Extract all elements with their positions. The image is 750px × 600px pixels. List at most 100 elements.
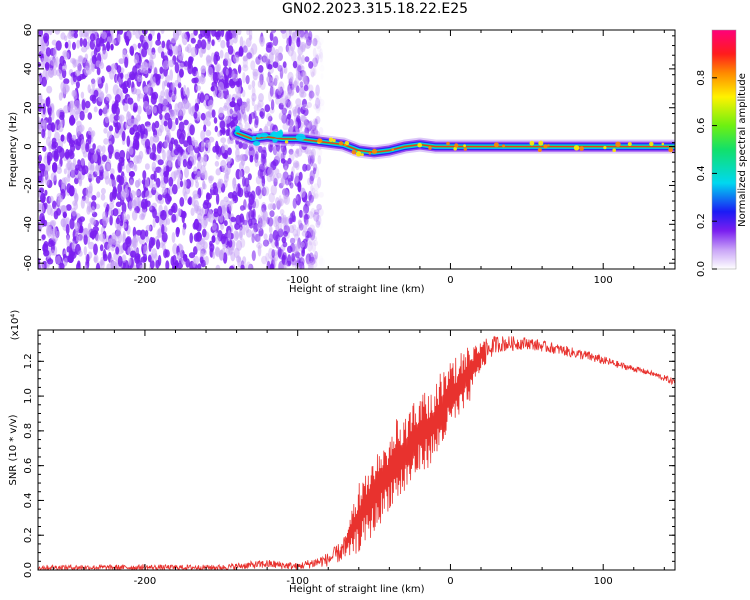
spectrogram-noise-blob [91,78,96,90]
spectrogram-noise-blob [195,70,199,79]
ridge-hotspot [579,146,584,151]
spectrogram-noise-blob [182,151,189,159]
spectrogram-noise-blob [41,120,46,127]
spectrogram-noise-blob [95,60,102,68]
spectrogram-noise-blob [55,40,62,51]
spectrogram-noise-blob [233,230,239,242]
spectrogram-noise-blob [122,86,129,94]
spectrogram-noise-blob [126,214,130,221]
spectrogram-noise-blob [229,101,236,108]
spectrogram-noise-blob [310,149,315,160]
spectrogram-noise-blob [251,229,257,238]
spectrogram-noise-blob [177,208,182,217]
spectrogram-noise-blob [242,64,249,72]
spectrogram-noise-blob [272,203,276,211]
spectrogram-noise-blob [296,37,301,48]
spectrogram-noise-blob [243,114,247,124]
spectrogram-noise-blob [42,103,46,115]
spectrogram-noise-blob [187,136,192,143]
snr-y-tick-label: 0.6 [23,458,34,474]
spectrogram-noise-blob [228,32,233,40]
spectrogram-noise-blob [120,190,127,201]
spectrogram-noise-blob [145,224,152,232]
spectrogram-noise-blob [83,227,89,236]
spectrogram-noise-blob [133,164,138,172]
spectrogram-noise-blob [278,195,282,207]
spectrogram-noise-blob [278,112,284,120]
spectrogram-noise-blob [253,110,257,119]
spectrogram-noise-blob [264,104,271,113]
spectrogram-noise-blob [254,119,259,129]
spectrogram-noise-blob [317,176,322,189]
spectrogram-noise-blob [214,125,218,133]
spectrogram-frame [37,29,676,270]
spectrogram-noise-blob [165,260,170,269]
spectrogram-noise-blob [302,98,307,108]
spectrogram-noise-blob [151,92,156,100]
spectrogram-noise-blob [46,56,52,63]
spectrogram-noise-blob [97,164,104,171]
spectrogram-noise-blob [269,144,273,153]
spectrogram-noise-blob [110,168,115,176]
spectrogram-noise-blob [288,30,293,36]
spectrogram-noise-blob [308,30,313,41]
spectrogram-noise-blob [93,254,99,264]
spectrogram-noise-blob [144,163,150,170]
spectrogram-noise-blob [145,125,152,132]
spectrogram-noise-blob [230,216,236,223]
spectrogram-noise-blob [261,187,267,197]
spectrogram-noise-blob [52,162,58,173]
spectrogram-noise-blob [206,41,211,51]
spectrogram-noise-blob [160,51,165,59]
spectrogram-noise-blob [214,246,220,256]
spectrogram-noise-blob [292,109,297,117]
spectrogram-noise-blob [217,131,221,138]
spectrogram-noise-blob [170,256,175,266]
ridge-hotspot [612,148,616,152]
spectrogram-noise-blob [283,224,290,235]
spectrogram-noise-blob [310,148,316,158]
spectrogram-noise-blob [227,45,234,55]
spectrogram-noise-blob [293,80,298,87]
spectrogram-noise-blob [44,174,50,186]
spectrogram-noise-blob [162,149,166,161]
spectrogram-noise-blob [303,213,309,225]
spectrogram-noise-blob [81,166,86,176]
spectrogram-noise-blob [294,104,301,114]
spectrogram-noise-blob [297,65,302,73]
spectrogram-noise-blob [81,142,87,155]
spectrogram-noise-blob [303,33,309,41]
spectrogram-noise-blob [161,224,165,235]
spectrogram-noise-blob [297,237,301,249]
spectrogram-noise-blob [183,119,189,126]
spectrogram-noise-blob [287,157,292,165]
spectrogram-noise-blob [310,228,317,236]
spectrogram-noise-blob [91,195,97,201]
spectrogram-noise-blob [47,67,55,78]
spectrogram-noise-blob [263,163,268,170]
spectrogram-noise-blob [96,67,101,76]
spectrogram-noise-blob [91,54,98,65]
spectrogram-noise-blob [42,243,49,253]
spectrogram-noise-blob [301,247,305,257]
spectrogram-noise-blob [293,243,298,255]
spectrogram-noise-blob [155,215,160,224]
spectrogram-noise-blob [204,255,209,266]
spectrogram-noise-blob [246,98,251,104]
spectrogram-noise-blob [228,68,232,76]
spectrogram-noise-blob [115,217,120,225]
spectrogram-noise-blob [159,113,163,120]
spectrogram-noise-blob [294,233,299,241]
spectrogram-noise-blob [228,249,232,256]
spectrogram-noise-blob [141,190,146,199]
spectrogram-noise-blob [164,139,169,149]
spectrogram-noise-blob [160,30,165,34]
spectrogram-noise-blob [183,191,188,201]
spectrogram-noise-blob [261,255,268,265]
spectrogram-noise-blob [258,227,264,237]
spectrogram-noise-blob [294,105,301,117]
spectrogram-noise-blob [157,159,164,166]
spectrogram-noise-blob [224,220,228,227]
spectrogram-noise-blob [245,37,252,48]
spectrogram-noise-blob [269,85,274,97]
